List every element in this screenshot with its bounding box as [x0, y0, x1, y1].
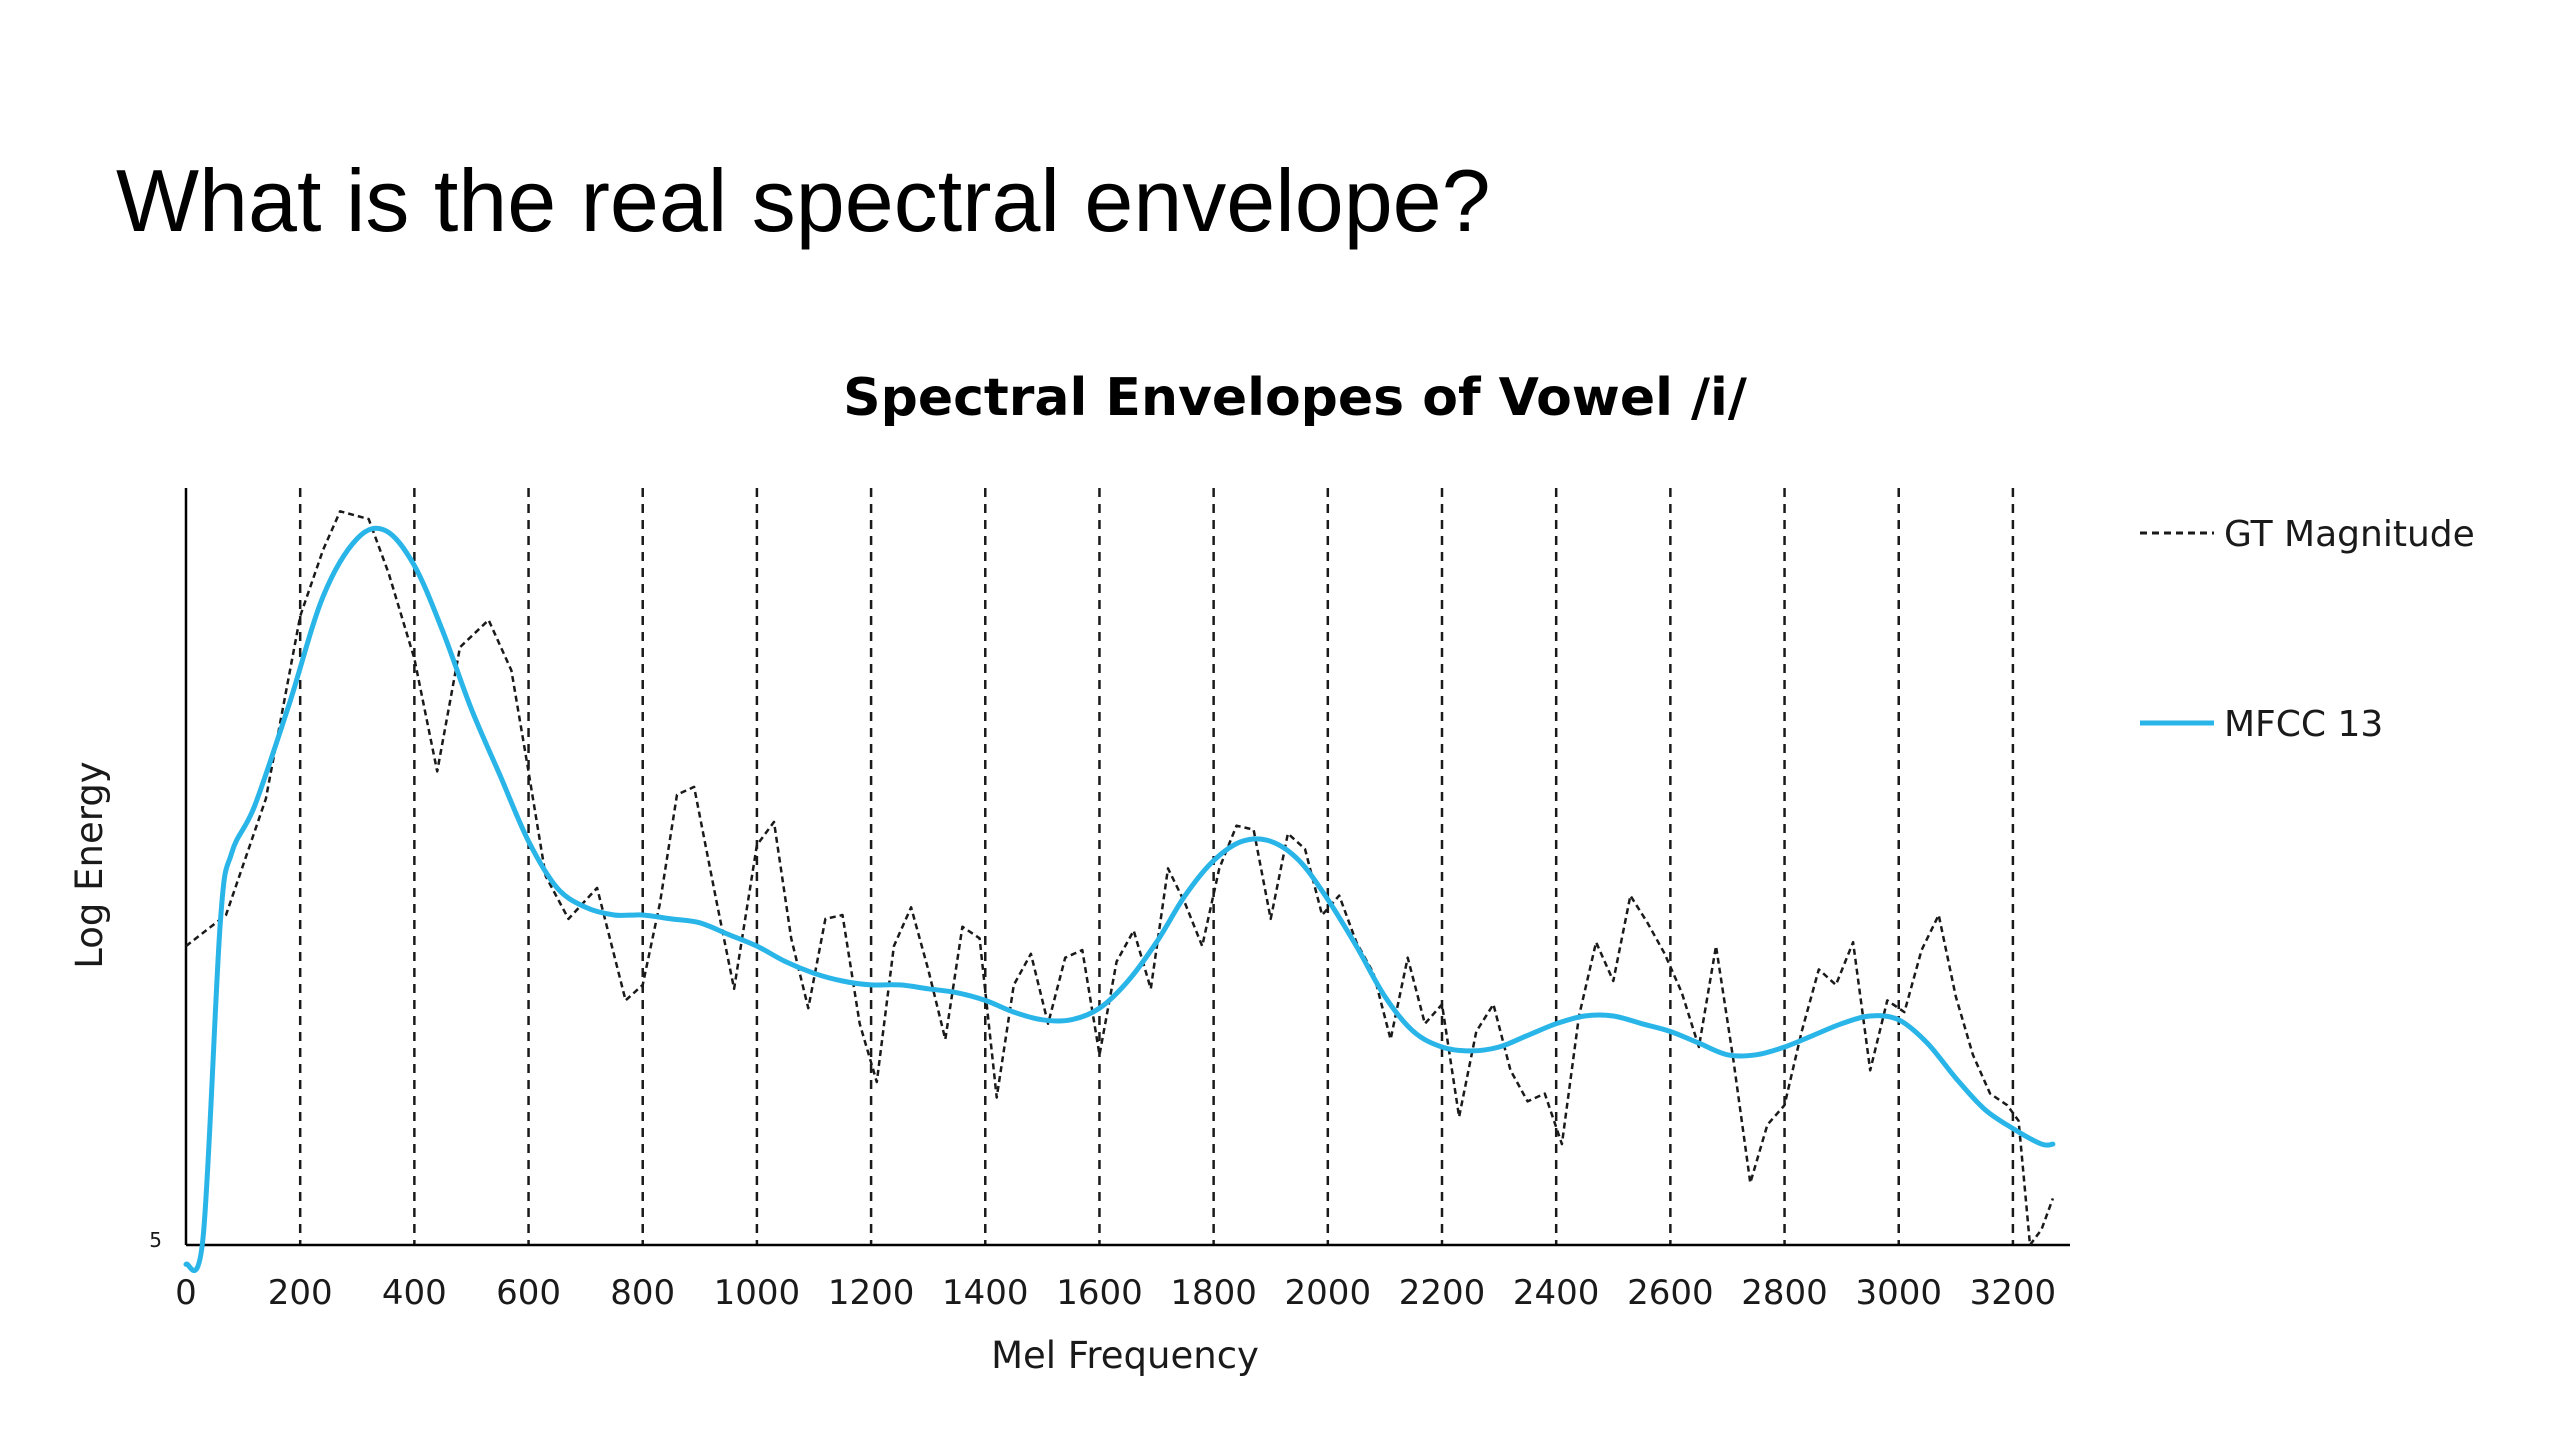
y-axis-label: Log Energy: [68, 761, 111, 968]
x-tick-label-800: 800: [610, 1273, 675, 1313]
x-tick-label-200: 200: [268, 1273, 333, 1313]
x-tick-label-1000: 1000: [714, 1273, 801, 1313]
x-tick-label-2800: 2800: [1741, 1273, 1828, 1313]
legend-gt-label: GT Magnitude: [2224, 514, 2475, 555]
x-tick-label-1400: 1400: [942, 1273, 1029, 1313]
x-tick-label-3200: 3200: [1970, 1273, 2057, 1313]
x-tick-label-0: 0: [175, 1273, 197, 1313]
x-tick-label-1800: 1800: [1170, 1273, 1257, 1313]
x-tick-label-400: 400: [382, 1273, 447, 1313]
x-tick-label-2600: 2600: [1627, 1273, 1714, 1313]
slide-title: What is the real spectral envelope?: [116, 151, 1491, 250]
x-tick-label-600: 600: [496, 1273, 561, 1313]
series-lines: [183, 510, 2056, 1273]
series-gt-magnitude-line: [185, 510, 2055, 1247]
axes: [184, 488, 2070, 1247]
legend-mfcc-label: MFCC 13: [2224, 704, 2383, 745]
x-tick-label-2200: 2200: [1399, 1273, 1486, 1313]
x-axis-label: Mel Frequency: [991, 1334, 1259, 1377]
x-tick-labels: 0 200 400 600 800 1000 1200 1400 1600 1800 2000 220…: [175, 1273, 2056, 1313]
x-tick-label-3000: 3000: [1855, 1273, 1942, 1313]
legend: GT Magnitude MFCC 13: [2140, 514, 2475, 745]
x-tick-label-1200: 1200: [828, 1273, 915, 1313]
x-tick-label-2400: 2400: [1513, 1273, 1600, 1313]
y-tick-label: 5: [149, 1228, 162, 1252]
chart-title: Spectral Envelopes of Vowel /i/: [843, 368, 1747, 428]
series-mfcc-13-line: [183, 525, 2056, 1273]
x-tick-label-2000: 2000: [1285, 1273, 1372, 1313]
vertical-gridlines: [298, 488, 2015, 1245]
x-tick-label-1600: 1600: [1056, 1273, 1143, 1313]
